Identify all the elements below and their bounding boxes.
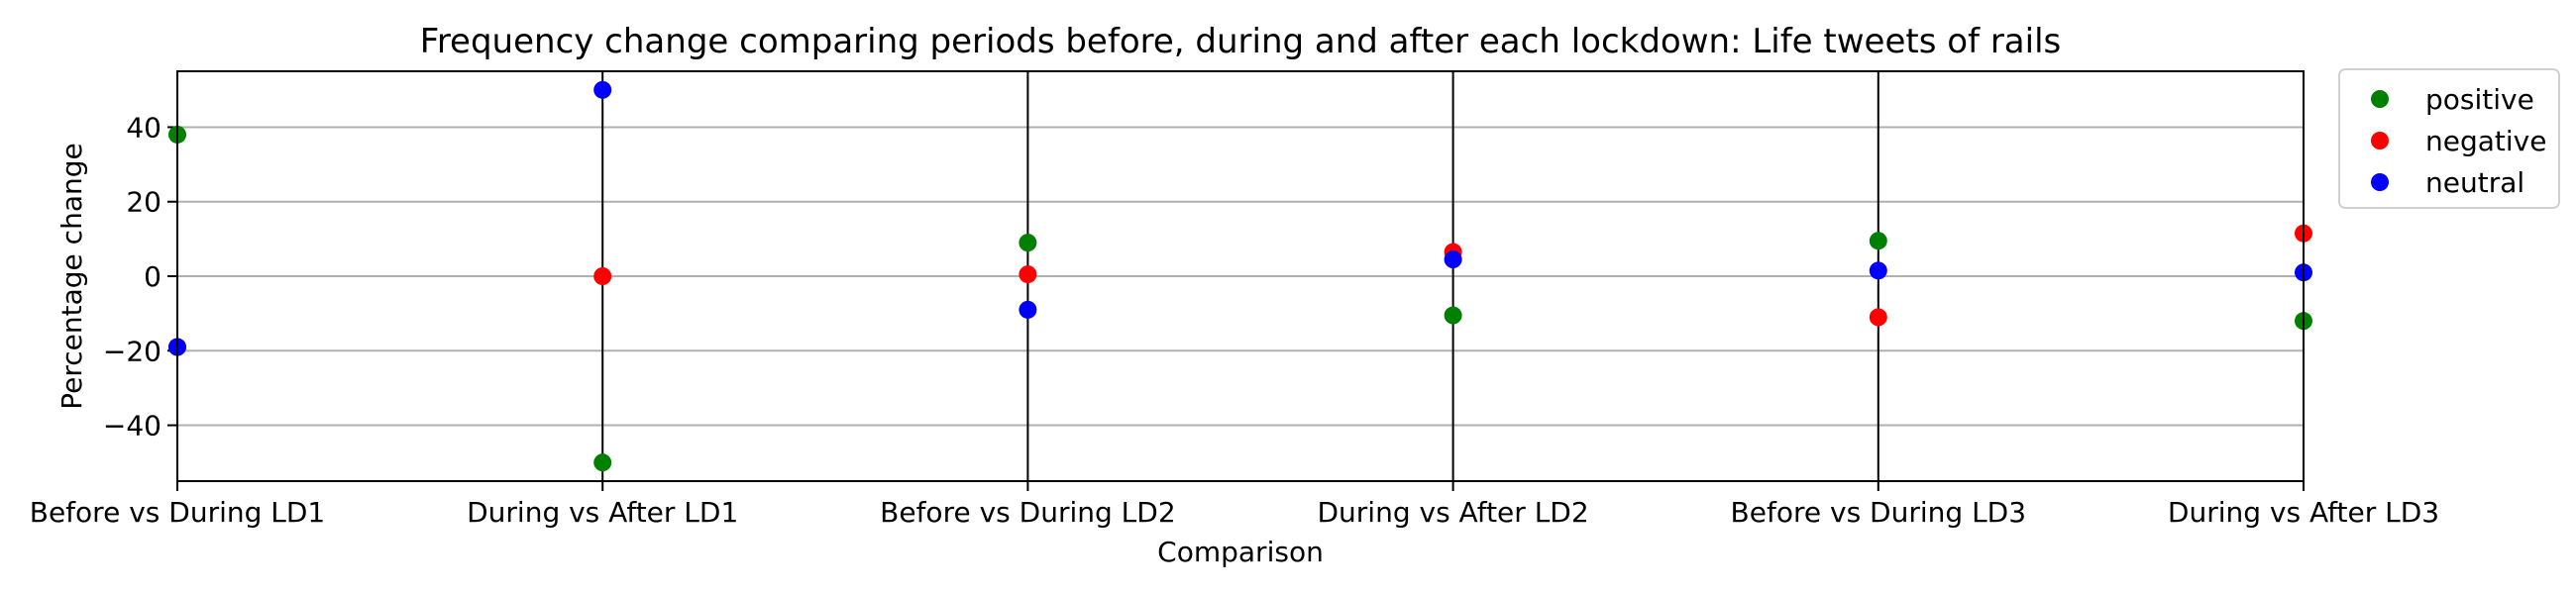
data-point-positive (1019, 234, 1037, 252)
legend-label-neutral: neutral (2425, 166, 2524, 199)
y-tick-label: 20 (126, 186, 161, 219)
data-point-positive (1869, 232, 1887, 250)
legend-marker-neutral (2371, 173, 2389, 191)
x-axis-label: Comparison (1157, 536, 1324, 568)
legend: positive negative neutral (2338, 68, 2560, 209)
legend-marker-positive (2371, 90, 2389, 108)
x-tick-label: During vs After LD2 (1317, 496, 1588, 529)
x-tick-label: During vs After LD1 (467, 496, 738, 529)
data-point-neutral (1019, 300, 1037, 319)
y-tick-label: 40 (126, 111, 161, 144)
plot-frame (176, 70, 2305, 482)
data-point-negative (1869, 308, 1887, 327)
x-tick-label: Before vs During LD3 (1731, 496, 2027, 529)
x-axis: Before vs During LD1 During vs After LD1 B… (30, 481, 2439, 529)
data-point-positive (593, 453, 612, 472)
y-tick-label: 0 (144, 260, 161, 293)
data-point-neutral (1444, 250, 1462, 269)
x-tick-label: During vs After LD3 (2168, 496, 2439, 529)
data-points (168, 80, 2312, 472)
y-tick-label: −20 (103, 335, 161, 367)
data-point-negative (1019, 265, 1037, 284)
grid-lines (177, 126, 2304, 427)
legend-label-negative: negative (2425, 125, 2546, 157)
legend-label-positive: positive (2425, 83, 2534, 116)
y-axis: −40 −20 0 20 40 (103, 111, 177, 443)
x-tick-label: Before vs During LD1 (30, 496, 326, 529)
x-tick-label: Before vs During LD2 (880, 496, 1176, 529)
data-point-neutral (1869, 261, 1887, 280)
data-point-neutral (593, 80, 612, 99)
legend-marker-negative (2371, 132, 2389, 149)
data-point-negative (593, 267, 612, 285)
y-tick-label: −40 (103, 410, 161, 443)
legend-frame (2338, 68, 2560, 209)
data-point-positive (1444, 306, 1462, 325)
y-axis-label: Percentage change (55, 143, 88, 409)
chart-title: Frequency change comparing periods befor… (420, 22, 2062, 61)
